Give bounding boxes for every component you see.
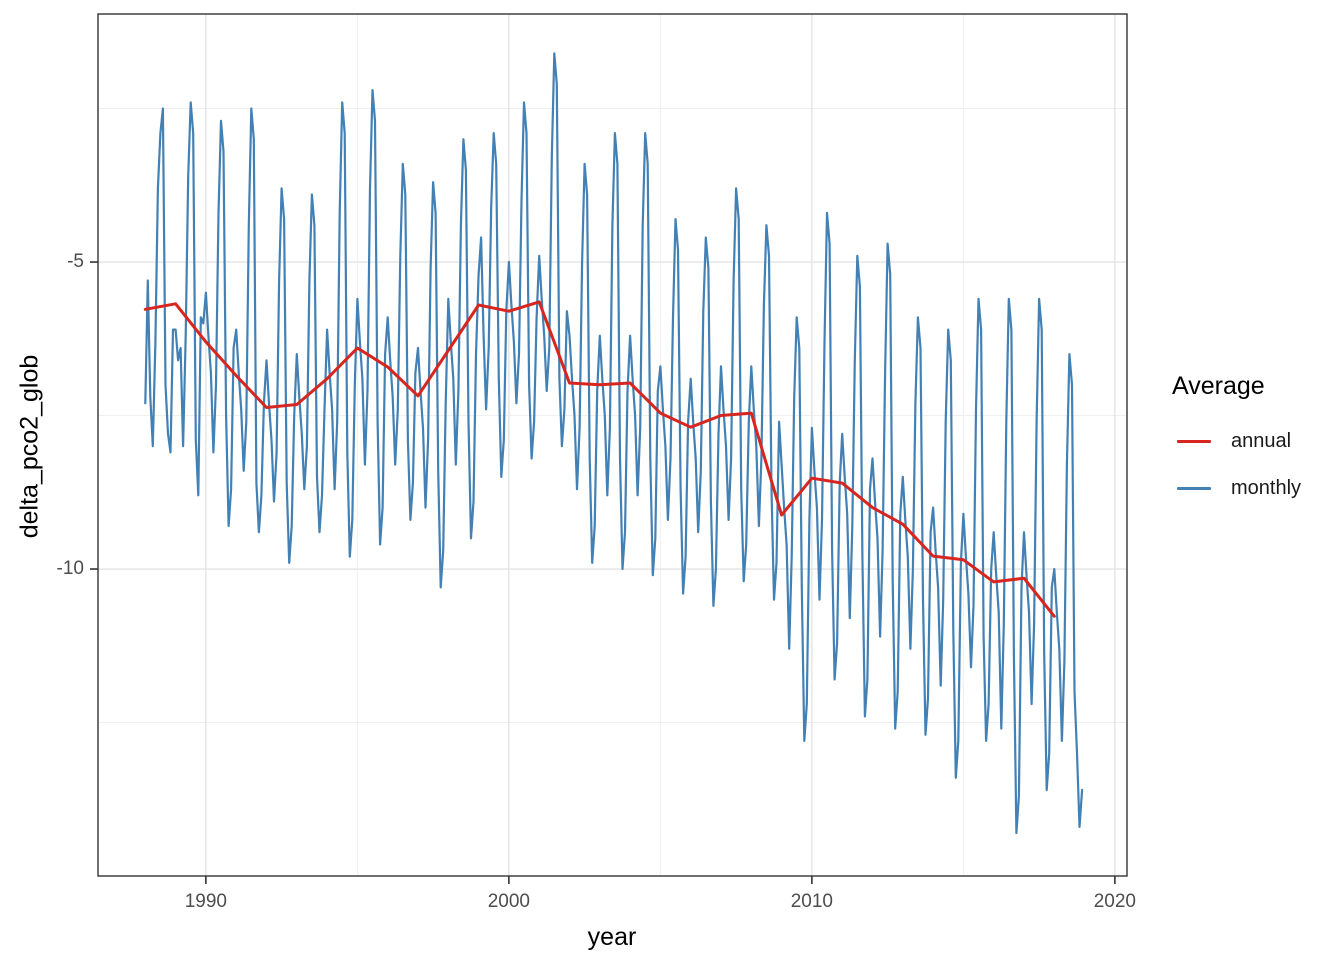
annual-series-line <box>143 300 1056 618</box>
legend-label-monthly: monthly <box>1231 476 1302 499</box>
x-tick-label: 2020 <box>1093 891 1137 912</box>
panel-border <box>97 13 1128 877</box>
monthly-series-line <box>144 52 1084 835</box>
plot-panel <box>98 14 1127 876</box>
annual-line-key-icon <box>1177 439 1211 443</box>
x-tick-label: 2000 <box>487 891 530 912</box>
legend-item-annual: annual <box>1168 427 1344 455</box>
legend-title: Average <box>1172 372 1265 400</box>
y-tick-label: -10 <box>56 558 84 580</box>
x-tick-label: 1990 <box>184 891 227 912</box>
x-tick-label: 2010 <box>790 891 834 912</box>
y-axis-title: delta_pco2_glob <box>15 354 44 539</box>
legend: Average annual monthly <box>1168 372 1344 521</box>
y-tick-label: -5 <box>67 251 84 273</box>
legend-label-annual: annual <box>1231 429 1292 452</box>
legend-item-monthly: monthly <box>1168 474 1344 502</box>
monthly-line-key-icon <box>1177 486 1211 490</box>
axis-ticks <box>90 261 1116 884</box>
x-axis-title: year <box>587 923 637 951</box>
